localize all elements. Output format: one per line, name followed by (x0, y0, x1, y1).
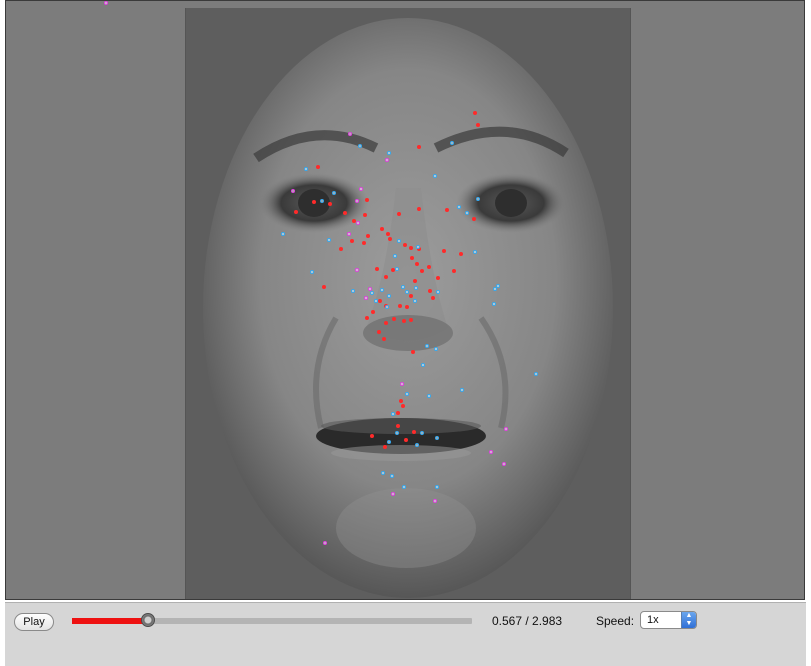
face-image (185, 8, 631, 599)
speed-select-value: 1x (647, 614, 659, 626)
play-button[interactable]: Play (14, 613, 54, 631)
speed-select[interactable]: 1x ▲ ▼ (640, 611, 697, 629)
up-down-arrows-icon: ▲ ▼ (681, 612, 696, 628)
timeline-slider[interactable] (72, 613, 472, 627)
video-stage (5, 0, 805, 600)
face-photo-drawing (186, 8, 630, 599)
timeline-progress (72, 618, 148, 624)
playback-controls: Play 0.567 / 2.983 Speed: 1x ▲ ▼ (5, 602, 806, 666)
slider-knob-icon[interactable] (141, 613, 155, 627)
gaze-point (104, 1, 108, 5)
time-readout: 0.567 / 2.983 (492, 614, 563, 628)
speed-label: Speed: (596, 614, 635, 628)
